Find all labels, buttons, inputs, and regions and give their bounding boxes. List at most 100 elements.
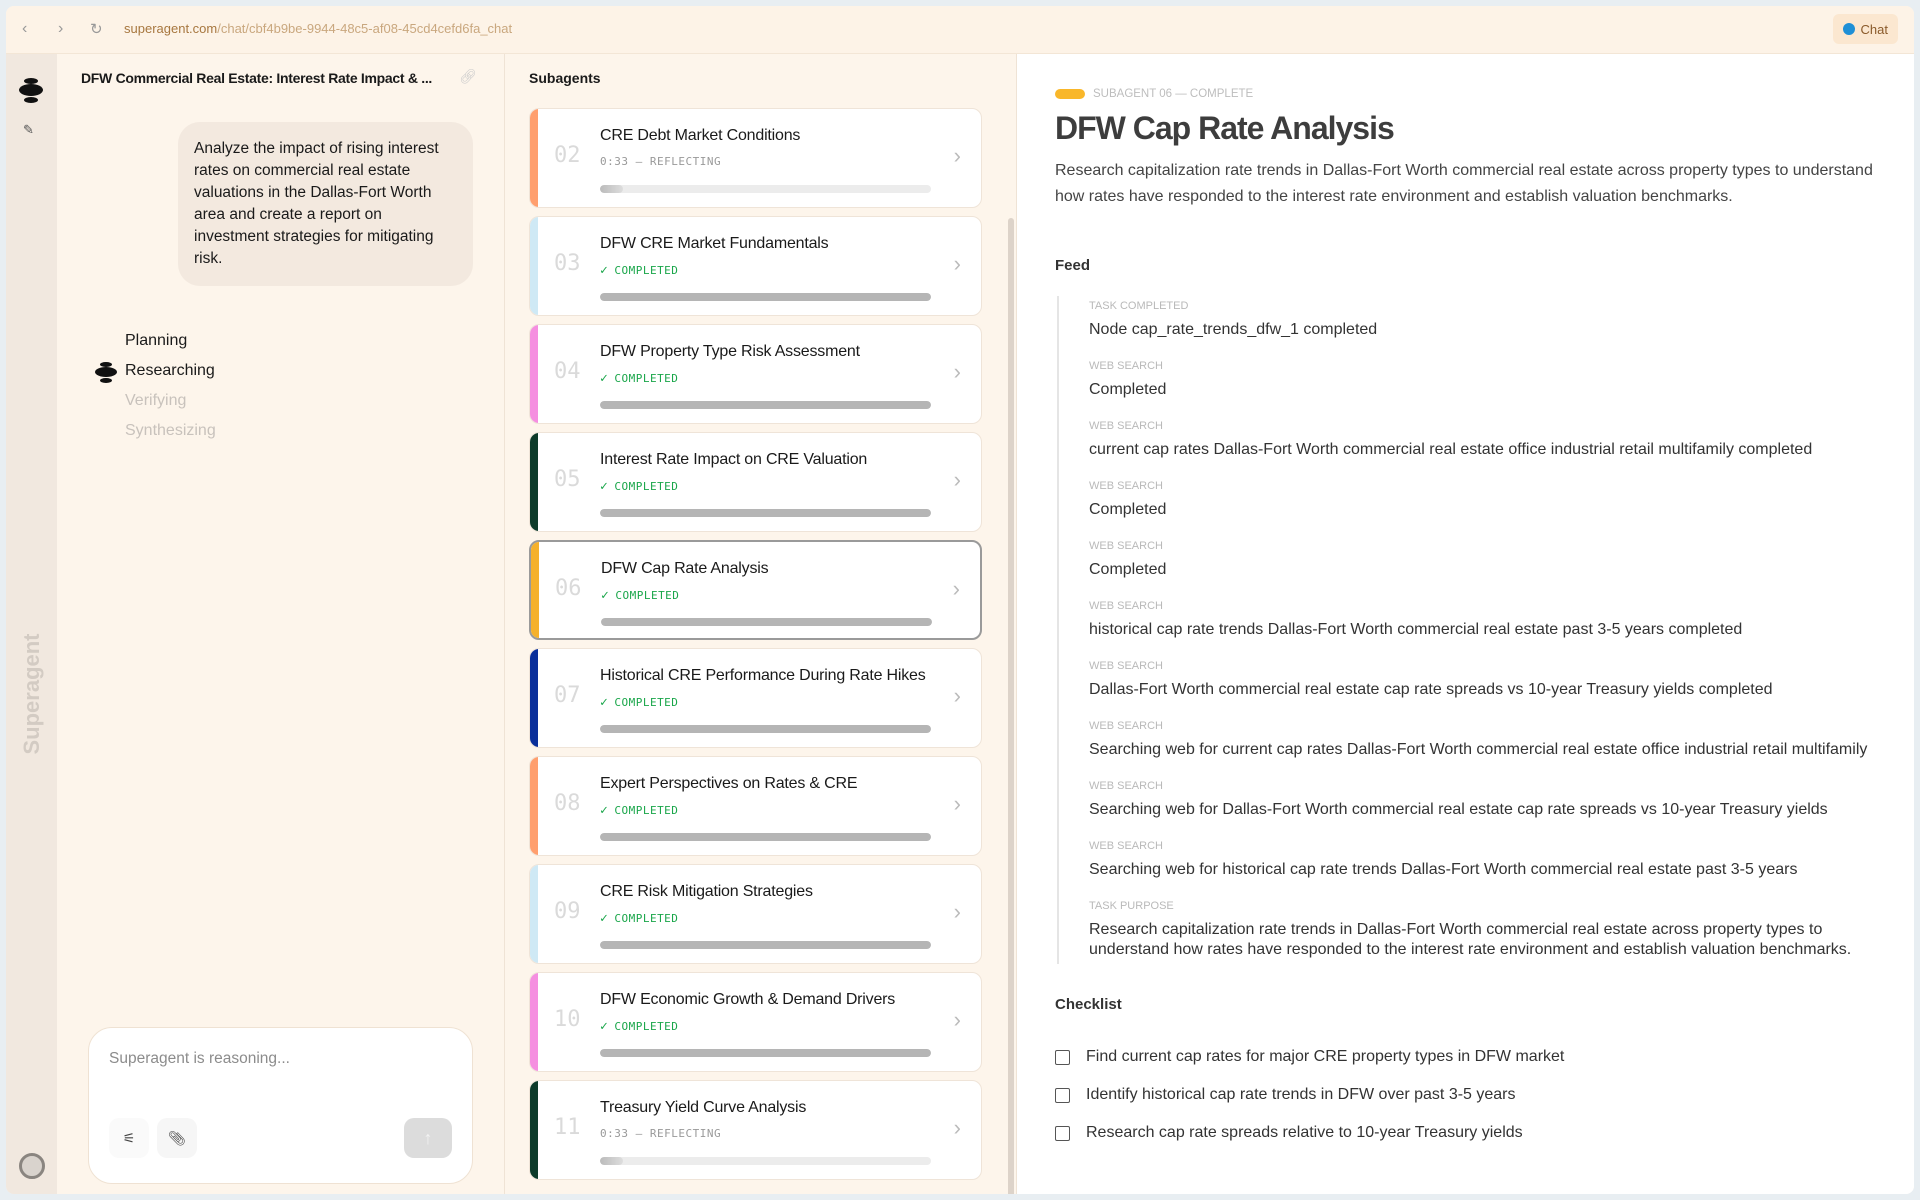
card-number: 05	[554, 467, 581, 492]
feed-item: WEB SEARCH Completed	[1089, 476, 1877, 536]
feed-item: WEB SEARCH historical cap rate trends Dal…	[1089, 596, 1877, 656]
app-window: ‹ › ↻ superagent.com/chat/cbf4b9be-9944-…	[6, 6, 1914, 1194]
subagent-card[interactable]: 11 Treasury Yield Curve Analysis 0:33 — …	[529, 1080, 982, 1180]
chat-button[interactable]: Chat	[1832, 14, 1898, 44]
status-text: COMPLETED	[614, 912, 679, 925]
feed-item-text: Searching web for Dallas-Fort Worth comm…	[1089, 801, 1828, 818]
chevron-right-icon[interactable]: ›	[953, 359, 961, 384]
progress-bar	[600, 941, 931, 949]
feed-item: TASK PURPOSE Research capitalization rate…	[1089, 896, 1877, 964]
detail-description: Research capitalization rate trends in D…	[1055, 162, 1873, 205]
chevron-right-icon[interactable]: ›	[953, 899, 961, 924]
checkbox[interactable]	[1055, 1049, 1070, 1065]
subagent-card[interactable]: 06 DFW Cap Rate Analysis ✓ COMPLETED ›	[529, 540, 982, 640]
feed-item: WEB SEARCH Searching web for current cap …	[1089, 716, 1877, 776]
status-text: COMPLETED	[614, 696, 679, 709]
card-title: CRE Risk Mitigation Strategies	[600, 883, 813, 900]
chevron-right-icon[interactable]: ›	[953, 1007, 961, 1032]
reload-icon[interactable]: ↻	[90, 21, 103, 38]
new-chat-icon[interactable]: ✎	[23, 122, 34, 137]
message-input[interactable]: Superagent is reasoning... ⚟ 📎︎ ↑	[88, 1027, 473, 1184]
feed-item-label: TASK COMPLETED	[1089, 300, 1189, 312]
card-status: ✓ COMPLETED	[600, 911, 678, 926]
subagent-card[interactable]: 04 DFW Property Type Risk Assessment ✓ CO…	[529, 324, 982, 424]
subagent-card[interactable]: 07 Historical CRE Performance During Rat…	[529, 648, 982, 748]
user-avatar[interactable]	[19, 1153, 45, 1179]
icon-rail: ✎ Superagent	[6, 54, 57, 1194]
card-status: ✓ COMPLETED	[600, 803, 678, 818]
card-number: 06	[555, 576, 582, 601]
check-icon: ✓	[600, 695, 609, 710]
card-accent	[530, 217, 538, 315]
card-number: 11	[554, 1115, 581, 1140]
feed-item-text: current cap rates Dallas-Fort Worth comm…	[1089, 441, 1813, 458]
subagent-card[interactable]: 09 CRE Risk Mitigation Strategies ✓ COMPL…	[529, 864, 982, 964]
card-number: 10	[554, 1007, 581, 1032]
subagent-card[interactable]: 03 DFW CRE Market Fundamentals ✓ COMPLETE…	[529, 216, 982, 316]
card-title: DFW Property Type Risk Assessment	[600, 343, 860, 360]
browser-toolbar: ‹ › ↻ superagent.com/chat/cbf4b9be-9944-…	[6, 6, 1914, 54]
status-text: COMPLETED	[614, 1020, 679, 1033]
status-pill-icon	[1055, 89, 1085, 99]
card-accent	[531, 542, 539, 638]
progress-fill	[600, 1157, 624, 1165]
subagent-card[interactable]: 08 Expert Perspectives on Rates & CRE ✓ C…	[529, 756, 982, 856]
subagent-card[interactable]: 05 Interest Rate Impact on CRE Valuation…	[529, 432, 982, 532]
subagent-card[interactable]: 02 CRE Debt Market Conditions 0:33 — REF…	[529, 108, 982, 208]
feed-item-text: Dallas-Fort Worth commercial real estate…	[1089, 681, 1773, 698]
step-synthesizing: Synthesizing	[125, 422, 216, 439]
address-bar[interactable]: superagent.com/chat/cbf4b9be-9944-48c5-a…	[124, 21, 512, 36]
superagent-logo-icon[interactable]	[19, 78, 43, 104]
progress-fill	[600, 509, 931, 517]
progress-bar	[600, 509, 931, 517]
feed-item: TASK COMPLETED Node cap_rate_trends_dfw_1…	[1089, 296, 1877, 356]
feed-item-text: Node cap_rate_trends_dfw_1 completed	[1089, 321, 1378, 338]
brand-wordmark: Superagent	[19, 633, 44, 755]
chat-title: DFW Commercial Real Estate: Interest Rat…	[81, 70, 433, 86]
card-status: ✓ COMPLETED	[600, 479, 678, 494]
step-verifying: Verifying	[125, 392, 187, 409]
card-accent	[530, 649, 538, 747]
scrollbar[interactable]	[1008, 218, 1014, 1194]
status-text: 0:33 — REFLECTING	[600, 155, 722, 168]
progress-fill	[600, 401, 931, 409]
tag-label: SUBAGENT 06 — COMPLETE	[1093, 88, 1254, 100]
url-path: /chat/cbf4b9be-9944-48c5-af08-45cd4cefd6…	[217, 21, 513, 36]
card-title: DFW Economic Growth & Demand Drivers	[600, 991, 896, 1008]
feed-item-text: Completed	[1089, 561, 1167, 578]
chevron-right-icon[interactable]: ›	[953, 791, 961, 816]
checklist-label: Find current cap rates for major CRE pro…	[1086, 1048, 1565, 1065]
checklist: Find current cap rates for major CRE pro…	[1055, 1038, 1564, 1152]
settings-sliders-icon[interactable]: ⚟	[109, 1118, 149, 1158]
checkbox[interactable]	[1055, 1087, 1070, 1103]
forward-icon[interactable]: ›	[58, 20, 64, 37]
progress-fill	[600, 833, 931, 841]
feed-item-label: WEB SEARCH	[1089, 840, 1163, 852]
checklist-item: Find current cap rates for major CRE pro…	[1055, 1038, 1564, 1076]
status-text: COMPLETED	[614, 372, 679, 385]
chevron-right-icon[interactable]: ›	[953, 143, 961, 168]
card-title: Historical CRE Performance During Rate H…	[600, 667, 926, 684]
feed-item-label: TASK PURPOSE	[1089, 900, 1174, 912]
progress-bar	[600, 401, 931, 409]
chevron-right-icon[interactable]: ›	[953, 467, 961, 492]
chevron-right-icon[interactable]: ›	[953, 683, 961, 708]
progress-fill	[600, 1049, 931, 1057]
attach-paperclip-icon[interactable]: 📎︎	[157, 1118, 197, 1158]
progress-fill	[600, 941, 931, 949]
subagent-card[interactable]: 10 DFW Economic Growth & Demand Drivers …	[529, 972, 982, 1072]
card-status: ✓ COMPLETED	[600, 695, 678, 710]
progress-bar	[600, 185, 931, 193]
check-icon: ✓	[600, 371, 609, 386]
feed-item-text: historical cap rate trends Dallas-Fort W…	[1089, 621, 1743, 638]
send-button[interactable]: ↑	[404, 1118, 452, 1158]
progress-bar	[600, 833, 931, 841]
back-icon[interactable]: ‹	[22, 20, 28, 37]
chevron-right-icon[interactable]: ›	[952, 576, 960, 601]
link-icon[interactable]: 🔗︎	[459, 68, 477, 84]
chevron-right-icon[interactable]: ›	[953, 1115, 961, 1140]
chevron-right-icon[interactable]: ›	[953, 251, 961, 276]
checkbox[interactable]	[1055, 1125, 1070, 1141]
feed-item: WEB SEARCH Searching web for Dallas-Fort …	[1089, 776, 1877, 836]
card-status: 0:33 — REFLECTING	[600, 155, 721, 168]
